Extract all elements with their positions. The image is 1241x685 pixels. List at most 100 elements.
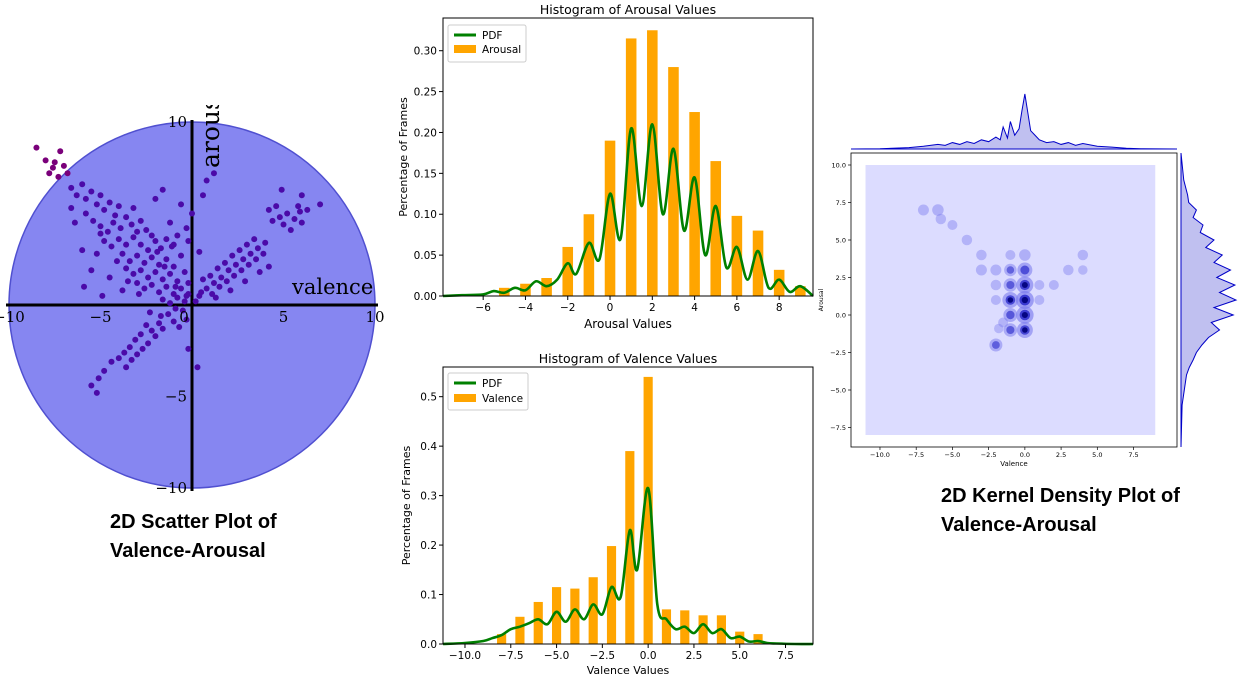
data-point (148, 254, 155, 261)
pdf-line (442, 486, 814, 646)
data-point (242, 278, 249, 285)
data-point (146, 309, 153, 316)
data-point (185, 345, 192, 352)
data-point (126, 344, 133, 351)
density-blob (990, 279, 1002, 291)
histogram-bar (497, 634, 507, 644)
data-point (119, 250, 126, 257)
x-tick-label: −5.0 (544, 650, 570, 662)
data-point (115, 203, 122, 210)
histogram-bar (731, 215, 743, 296)
data-point (232, 261, 239, 268)
data-point (123, 265, 130, 272)
y-tick-label: 2.5 (836, 274, 846, 282)
data-point (207, 272, 214, 279)
x-tick-label: −2.5 (590, 650, 616, 662)
data-point (229, 252, 236, 259)
x-tick-label: −10.0 (870, 451, 890, 459)
marginal-y-density (1180, 152, 1238, 448)
x-tick-label: 2 (649, 302, 656, 314)
density-blob (1034, 295, 1045, 305)
data-point (79, 247, 86, 254)
data-point (123, 364, 130, 371)
data-point (104, 228, 111, 235)
data-point (108, 243, 115, 250)
y-tick-label: 0.3 (420, 491, 437, 503)
data-point (203, 285, 210, 292)
data-point (163, 283, 170, 290)
legend: PDF Arousal (447, 24, 527, 63)
outlier-point (46, 170, 53, 177)
data-point (95, 375, 102, 382)
density-blob (990, 264, 1002, 276)
data-point (115, 236, 122, 243)
density-blob (990, 295, 1001, 305)
data-point (152, 195, 159, 202)
y-tick-label: 0.05 (414, 250, 437, 262)
histogram-bar (795, 286, 806, 296)
data-point (185, 280, 192, 287)
data-point (170, 318, 177, 325)
data-point (156, 261, 163, 268)
density-core (1006, 266, 1015, 274)
histogram-bar (689, 112, 700, 296)
data-point (82, 210, 89, 217)
data-point (276, 214, 283, 221)
data-point (71, 219, 78, 226)
y-tick-label: −5.0 (830, 387, 846, 395)
legend: PDF Valence (447, 372, 529, 411)
data-point (185, 237, 192, 244)
x-tick-label: 5.0 (731, 650, 748, 662)
marginal-x-density (850, 93, 1178, 150)
data-point (199, 276, 206, 283)
data-point (141, 259, 148, 266)
data-point (284, 210, 291, 217)
outlier-point (55, 173, 62, 180)
y-tick-label: −7.5 (830, 424, 846, 432)
data-point (68, 184, 75, 191)
y-tick-label: 0.30 (414, 46, 437, 58)
y-axis-label: Arousal (818, 288, 825, 311)
data-point (157, 312, 164, 319)
y-tick-label: −2.5 (830, 349, 846, 357)
histogram-bar (515, 616, 525, 644)
data-point (167, 300, 174, 307)
data-point (145, 340, 152, 347)
data-point (99, 292, 106, 299)
data-point (225, 267, 232, 274)
data-point (134, 228, 141, 235)
data-point (212, 294, 219, 301)
data-point (209, 291, 216, 298)
density-blob (975, 264, 987, 276)
data-point (176, 323, 183, 330)
data-point (152, 269, 159, 276)
x-axis-label: Arousal Values (584, 317, 672, 331)
density-blob (1034, 280, 1045, 290)
data-point (295, 203, 302, 210)
data-point (108, 358, 115, 365)
data-point (253, 256, 260, 263)
y-tick-label: 0.2 (420, 540, 437, 552)
histogram-bar (753, 634, 763, 644)
chart-title: Histogram of Arousal Values (540, 2, 716, 17)
x-tick-label: −7.5 (498, 650, 524, 662)
legend-bar-swatch (454, 45, 476, 53)
density-blob (1077, 249, 1089, 261)
data-point (296, 208, 303, 215)
data-point (123, 214, 130, 221)
x-tick-label: −2 (560, 302, 575, 314)
scatter-caption-line-1: 2D Scatter Plot of (110, 511, 277, 533)
data-point (181, 298, 188, 305)
histogram-bar (625, 38, 637, 297)
data-point (240, 256, 247, 263)
y-tick-label: 5.0 (836, 237, 846, 245)
data-point (88, 382, 95, 389)
data-point (137, 217, 144, 224)
data-point (214, 265, 221, 272)
data-point (130, 205, 137, 212)
kde-caption-line-1: 2D Kernel Density Plot of (941, 485, 1180, 507)
data-point (143, 322, 150, 329)
x-tick-label: −10.0 (449, 650, 481, 662)
origin-tick-label: 0 (179, 308, 189, 326)
x-tick-label: 2.5 (1056, 451, 1066, 459)
